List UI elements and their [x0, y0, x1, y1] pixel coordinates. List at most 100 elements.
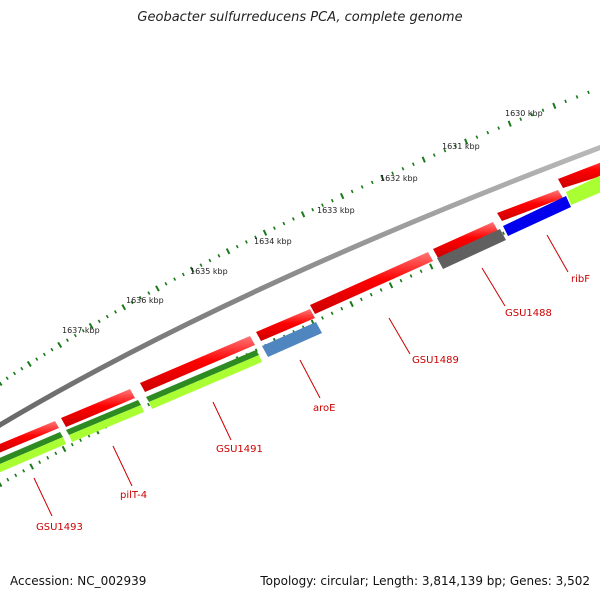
gene-forward[interactable]: [256, 309, 315, 341]
gene-green[interactable]: [146, 350, 259, 402]
scale-tick: [388, 282, 394, 289]
scale-tick: [272, 226, 276, 230]
scale-tick: [464, 138, 469, 145]
forward-strand-genes: [0, 155, 600, 455]
gene-forward[interactable]: [433, 222, 498, 258]
scale-tick: [262, 229, 268, 236]
scale-tick: [330, 198, 334, 203]
scale-tick: [20, 366, 24, 371]
gene-label-GSU1488[interactable]: GSU1488: [505, 308, 552, 319]
scale-tick: [38, 460, 42, 464]
gene-GSU1488[interactable]: [437, 229, 506, 269]
scale-tick: [587, 90, 590, 95]
gene-green[interactable]: [149, 355, 262, 409]
tick-label: 1633 kbp: [317, 206, 355, 215]
scale-tick: [164, 282, 168, 286]
scale-tick: [254, 348, 258, 352]
gene-label-pilT-4[interactable]: pilT-4: [120, 490, 147, 501]
scale-tick: [339, 192, 345, 200]
scale-tick: [114, 310, 117, 314]
scale-tick: [225, 248, 231, 255]
scale-tick: [454, 144, 457, 148]
gene-ribF[interactable]: [503, 196, 571, 236]
scale-tick: [421, 156, 426, 163]
scale-tick: [147, 291, 151, 295]
gene-forward[interactable]: [61, 389, 135, 427]
scale-tick: [359, 297, 363, 302]
tick-label: 1634 kbp: [254, 237, 292, 246]
scale-tick: [6, 477, 10, 482]
scale-tick: [105, 314, 109, 319]
scale-tick: [97, 319, 101, 324]
scale-tick: [432, 153, 436, 157]
scale-tick: [22, 469, 26, 473]
scale-tick: [155, 285, 160, 292]
reverse-strand-genes: [0, 166, 600, 474]
gene-label-GSU1493[interactable]: GSU1493: [36, 522, 83, 533]
gene-forward[interactable]: [497, 190, 563, 221]
scale-tick: [81, 328, 85, 333]
scale-tick: [189, 266, 195, 273]
scale-tick: [50, 347, 54, 352]
scale-tick: [14, 473, 18, 478]
scale-tick: [291, 217, 295, 221]
gene-green[interactable]: [0, 437, 66, 474]
tick-label: 1630 kbp: [505, 109, 543, 118]
scale-tick: [173, 277, 177, 281]
gene-green[interactable]: [69, 405, 144, 442]
scale-tick: [575, 95, 579, 99]
scale-tick: [350, 189, 354, 194]
scale-tick: [5, 376, 9, 381]
scale-tick: [70, 442, 74, 447]
gene-forward[interactable]: [558, 155, 600, 188]
scale-tick: [340, 306, 344, 311]
scale-tick: [370, 180, 374, 185]
scale-tick: [429, 263, 434, 270]
scale-tick: [321, 203, 324, 207]
gene-label-aroE[interactable]: aroE: [313, 403, 335, 414]
tick-label: 1636 kbp: [126, 296, 164, 305]
scale-tick: [121, 304, 127, 311]
scale-tick: [235, 244, 239, 249]
scale-tick: [369, 292, 373, 297]
scale-tick: [0, 381, 3, 387]
gene-green[interactable]: [566, 166, 600, 205]
scale-tick: [321, 316, 324, 320]
scale-tick: [401, 166, 405, 171]
scale-tick: [42, 352, 46, 357]
accession-text: Accession: NC_002939: [10, 574, 147, 588]
gene-aroE[interactable]: [262, 322, 322, 357]
scale-tick: [88, 322, 94, 330]
scale-tick: [502, 231, 505, 236]
scale-tick: [379, 288, 383, 292]
gene-green[interactable]: [0, 432, 63, 467]
scale-tick: [208, 258, 212, 263]
scale-tick: [244, 240, 248, 244]
genome-summary: Topology: circular; Length: 3,814,139 bp…: [260, 574, 590, 588]
scale-tick: [564, 99, 567, 104]
scale-tick: [497, 126, 501, 130]
tick-label: 1637 kbp: [62, 326, 100, 335]
scale-tick: [46, 456, 50, 460]
gene-green[interactable]: [66, 400, 141, 435]
gene-label-GSU1491[interactable]: GSU1491: [216, 444, 263, 455]
scale-tick: [12, 371, 17, 376]
gene-forward[interactable]: [140, 336, 255, 392]
scale-tick: [391, 171, 395, 176]
genome-backbone: [0, 144, 600, 428]
tick-label: 1631 kbp: [442, 142, 480, 151]
scale-tick: [409, 274, 413, 278]
scale-tick: [507, 120, 512, 127]
scale-tick: [360, 185, 364, 189]
gene-labels: ribF GSU1488 GSU1489 aroE GSU1491 pilT-4…: [36, 274, 590, 533]
scale-tick: [73, 333, 77, 338]
gene-label-GSU1489[interactable]: GSU1489: [412, 355, 459, 366]
gene-forward[interactable]: [310, 252, 433, 314]
scale-tick: [419, 269, 423, 274]
scale-tick: [475, 135, 479, 139]
gene-label-ribF[interactable]: ribF: [571, 274, 590, 285]
scale-tick: [486, 130, 490, 135]
scale-tick: [411, 162, 415, 167]
gene-forward[interactable]: [0, 421, 59, 455]
